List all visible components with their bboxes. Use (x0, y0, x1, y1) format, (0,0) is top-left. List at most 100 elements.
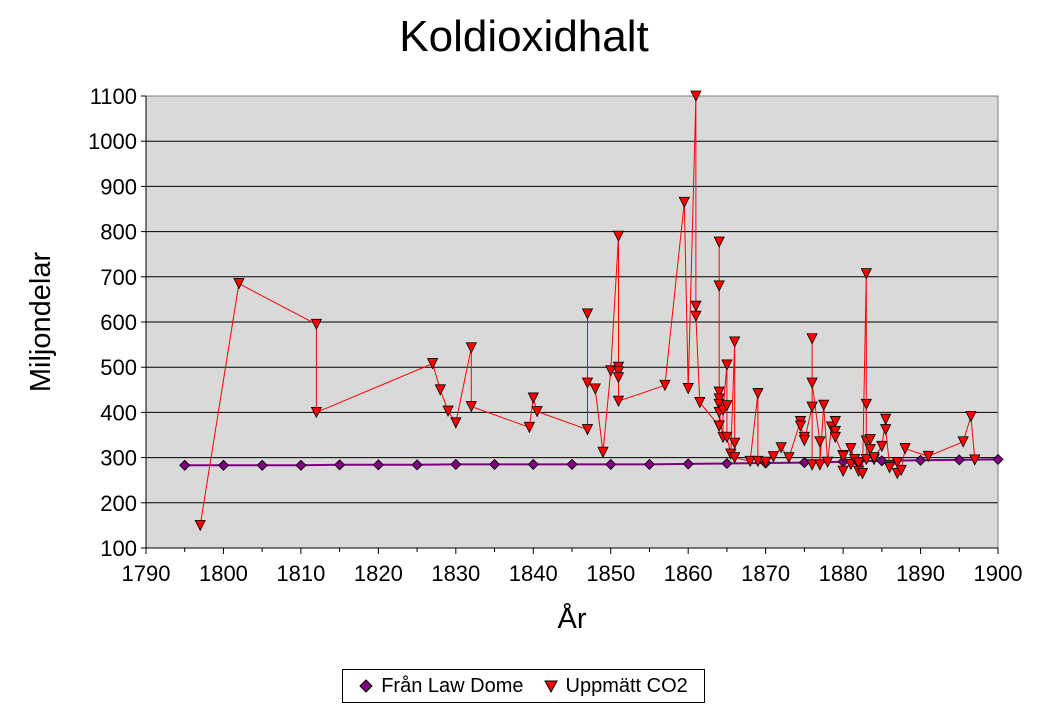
y-tick-label: 200 (100, 491, 137, 516)
data-point-measured-co2 (581, 308, 594, 320)
data-point-measured-co2 (581, 377, 594, 389)
data-point-measured-co2 (659, 379, 671, 392)
data-point-measured-co2 (605, 365, 617, 377)
data-point-measured-co2 (818, 399, 830, 412)
data-point-measured-co2 (194, 520, 206, 532)
data-point-measured-co2 (682, 383, 694, 395)
y-tick-label: 1100 (90, 84, 137, 109)
data-point-measured-co2 (829, 431, 841, 444)
data-point-law-dome (605, 458, 617, 470)
data-point-law-dome (527, 458, 539, 470)
x-tick-label: 1810 (276, 561, 325, 586)
data-point-law-dome (411, 459, 423, 471)
data-point-measured-co2 (589, 383, 601, 395)
x-tick-label: 1880 (819, 561, 868, 586)
data-point-measured-co2 (891, 457, 903, 469)
x-tick-label: 1830 (431, 561, 480, 586)
data-point-measured-co2 (895, 464, 907, 477)
data-point-measured-co2 (729, 452, 741, 464)
data-point-measured-co2 (310, 318, 323, 331)
data-point-measured-co2 (794, 420, 807, 432)
data-point-measured-co2 (899, 443, 911, 455)
data-point-measured-co2 (876, 440, 888, 453)
data-point-measured-co2 (852, 457, 865, 469)
data-point-measured-co2 (752, 388, 764, 400)
data-point-measured-co2 (531, 406, 543, 418)
data-point-measured-co2 (721, 359, 733, 371)
y-tick-label: 500 (100, 355, 137, 380)
data-point-measured-co2 (922, 450, 934, 463)
data-point-measured-co2 (713, 398, 725, 411)
diamond-marker-icon (359, 679, 373, 693)
y-tick-label: 400 (100, 400, 137, 425)
data-point-measured-co2 (752, 455, 764, 468)
data-point-measured-co2 (957, 436, 969, 448)
data-point-measured-co2 (690, 310, 702, 323)
data-point-measured-co2 (759, 456, 772, 469)
data-point-measured-co2 (690, 300, 702, 313)
chart-title: Koldioxidhalt (399, 12, 649, 61)
data-point-measured-co2 (814, 436, 826, 448)
data-point-measured-co2 (310, 406, 323, 419)
y-tick-label: 800 (100, 220, 137, 245)
data-point-measured-co2 (860, 398, 872, 411)
data-point-law-dome (217, 459, 230, 471)
data-point-measured-co2 (868, 452, 880, 464)
legend-item-law-dome: Från Law Dome (359, 674, 524, 698)
data-point-measured-co2 (845, 443, 857, 455)
data-point-law-dome (914, 454, 927, 466)
x-tick-label: 1890 (896, 561, 945, 586)
x-tick-label: 1800 (199, 561, 248, 586)
data-point-measured-co2 (883, 462, 896, 474)
data-point-measured-co2 (694, 397, 706, 409)
data-point-measured-co2 (581, 424, 594, 436)
data-point-measured-co2 (713, 236, 725, 248)
data-point-law-dome (372, 459, 384, 471)
data-point-measured-co2 (806, 377, 818, 389)
data-point-law-dome (450, 458, 462, 470)
data-point-law-dome (295, 459, 307, 471)
x-tick-label: 1900 (974, 561, 1023, 586)
data-point-measured-co2 (713, 280, 725, 292)
data-point-measured-co2 (814, 459, 826, 471)
triangle-down-marker-icon (543, 680, 558, 693)
data-point-measured-co2 (798, 435, 811, 447)
data-point-law-dome (488, 458, 501, 470)
data-point-measured-co2 (690, 90, 702, 102)
x-tick-label: 1840 (509, 561, 558, 586)
data-point-law-dome (682, 458, 694, 470)
data-point-measured-co2 (426, 358, 439, 370)
y-axis-label: Miljondelar (25, 252, 57, 393)
y-tick-label: 300 (100, 446, 137, 471)
x-axis-label: År (558, 602, 587, 635)
x-tick-label: 1790 (122, 561, 171, 586)
data-point-law-dome (721, 457, 733, 470)
y-tick-label: 700 (100, 265, 137, 290)
axes: 100 200 300 400 500 600 700 800 900 1000 1100 1790 1… (88, 84, 1022, 586)
y-tick-label: 100 (100, 536, 137, 561)
data-point-measured-co2 (527, 392, 539, 404)
data-point-measured-co2 (721, 400, 733, 412)
legend-label-law-dome: Från Law Dome (381, 674, 524, 697)
data-point-measured-co2 (450, 417, 462, 429)
data-point-measured-co2 (713, 393, 725, 405)
y-tick-label: 1000 (88, 129, 137, 154)
data-point-measured-co2 (837, 465, 849, 478)
data-point-law-dome (566, 458, 578, 470)
data-point-measured-co2 (856, 468, 869, 480)
legend-item-measured-co2: Uppmätt CO2 (543, 674, 688, 698)
data-point-law-dome (643, 458, 656, 470)
data-point-measured-co2 (523, 421, 536, 434)
data-point-measured-co2 (465, 342, 477, 354)
data-point-measured-co2 (612, 230, 625, 243)
data-point-measured-co2 (864, 434, 876, 446)
data-point-law-dome (256, 459, 268, 471)
x-tick-label: 1820 (354, 561, 403, 586)
data-point-measured-co2 (597, 446, 609, 459)
data-point-measured-co2 (713, 420, 725, 432)
data-point-law-dome (876, 455, 888, 467)
data-point-measured-co2 (806, 333, 818, 345)
markers (179, 90, 1004, 532)
legend-label-measured-co2: Uppmätt CO2 (565, 674, 688, 697)
